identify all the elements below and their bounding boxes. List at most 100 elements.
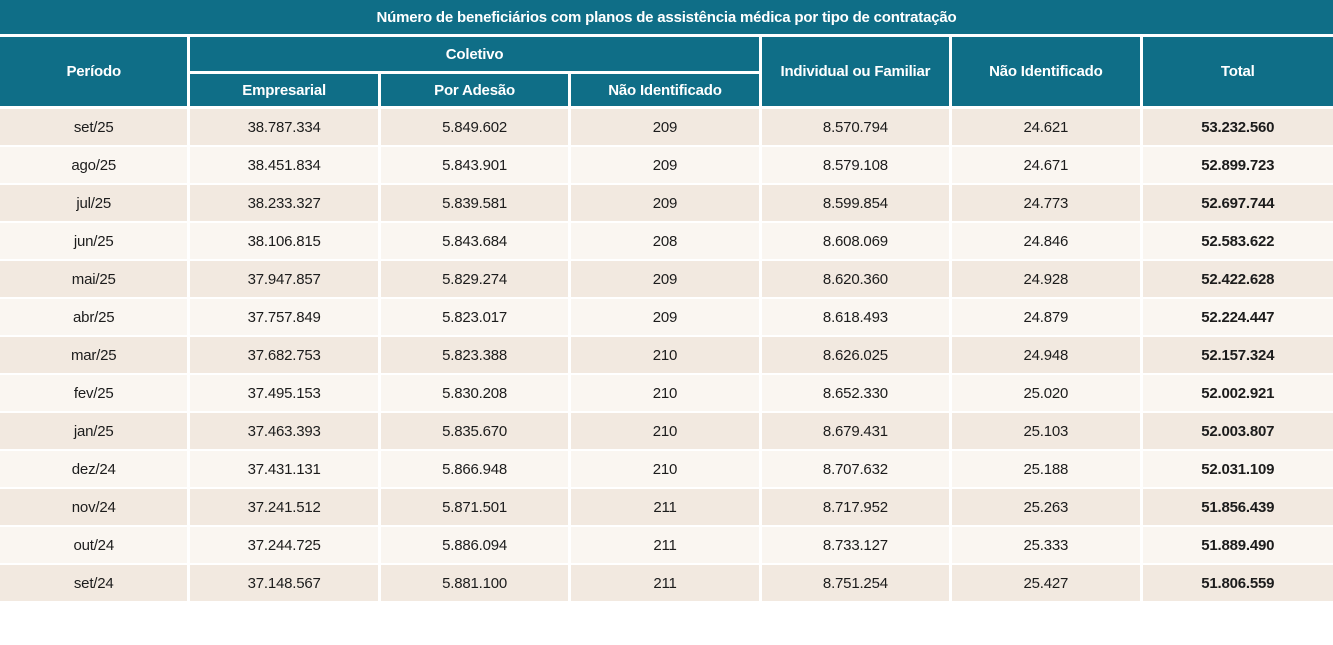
coletivo-nao-identificado-cell: 208 bbox=[571, 223, 762, 261]
nao-identificado-cell: 24.879 bbox=[952, 299, 1143, 337]
table-row: dez/24 37.431.131 5.866.948 210 8.707.63… bbox=[0, 451, 1333, 489]
header-row-sub: Empresarial Por Adesão Não Identificado bbox=[0, 74, 1333, 109]
empresarial-cell: 38.787.334 bbox=[190, 109, 381, 147]
header-individual-ou-familiar: Individual ou Familiar bbox=[761, 37, 953, 109]
por-adesao-cell: 5.843.684 bbox=[380, 223, 572, 261]
empresarial-cell: 37.682.753 bbox=[190, 337, 381, 375]
period-cell: jun/25 bbox=[0, 223, 191, 261]
total-cell: 53.232.560 bbox=[1142, 109, 1333, 147]
total-cell: 52.002.921 bbox=[1142, 375, 1333, 413]
individual-ou-familiar-cell: 8.733.127 bbox=[761, 527, 953, 565]
total-cell: 51.889.490 bbox=[1142, 527, 1333, 565]
header-total: Total bbox=[1142, 37, 1333, 109]
coletivo-nao-identificado-cell: 209 bbox=[571, 261, 762, 299]
individual-ou-familiar-cell: 8.599.854 bbox=[761, 185, 953, 223]
por-adesao-cell: 5.830.208 bbox=[380, 375, 572, 413]
table-row: set/25 38.787.334 5.849.602 209 8.570.79… bbox=[0, 109, 1333, 147]
table-row: abr/25 37.757.849 5.823.017 209 8.618.49… bbox=[0, 299, 1333, 337]
title-row: Número de beneficiários com planos de as… bbox=[0, 0, 1333, 37]
total-cell: 52.031.109 bbox=[1142, 451, 1333, 489]
coletivo-nao-identificado-cell: 210 bbox=[571, 337, 762, 375]
nao-identificado-cell: 24.621 bbox=[952, 109, 1143, 147]
nao-identificado-cell: 25.103 bbox=[952, 413, 1143, 451]
total-cell: 51.856.439 bbox=[1142, 489, 1333, 527]
table-row: fev/25 37.495.153 5.830.208 210 8.652.33… bbox=[0, 375, 1333, 413]
coletivo-nao-identificado-cell: 210 bbox=[571, 375, 762, 413]
empresarial-cell: 38.451.834 bbox=[190, 147, 381, 185]
table-title: Número de beneficiários com planos de as… bbox=[0, 0, 1333, 37]
coletivo-nao-identificado-cell: 209 bbox=[571, 185, 762, 223]
header-por-adesao: Por Adesão bbox=[380, 74, 572, 109]
coletivo-nao-identificado-cell: 209 bbox=[571, 109, 762, 147]
header-periodo: Período bbox=[0, 37, 191, 109]
individual-ou-familiar-cell: 8.717.952 bbox=[761, 489, 953, 527]
coletivo-nao-identificado-cell: 210 bbox=[571, 451, 762, 489]
period-cell: set/24 bbox=[0, 565, 191, 603]
header-nao-identificado: Não Identificado bbox=[952, 37, 1143, 109]
coletivo-nao-identificado-cell: 211 bbox=[571, 527, 762, 565]
individual-ou-familiar-cell: 8.618.493 bbox=[761, 299, 953, 337]
period-cell: abr/25 bbox=[0, 299, 191, 337]
nao-identificado-cell: 24.846 bbox=[952, 223, 1143, 261]
header-empresarial: Empresarial bbox=[190, 74, 381, 109]
individual-ou-familiar-cell: 8.652.330 bbox=[761, 375, 953, 413]
por-adesao-cell: 5.849.602 bbox=[380, 109, 572, 147]
empresarial-cell: 38.106.815 bbox=[190, 223, 381, 261]
table-row: mai/25 37.947.857 5.829.274 209 8.620.36… bbox=[0, 261, 1333, 299]
coletivo-nao-identificado-cell: 211 bbox=[571, 565, 762, 603]
por-adesao-cell: 5.839.581 bbox=[380, 185, 572, 223]
header-coletivo-nao-identificado: Não Identificado bbox=[571, 74, 762, 109]
nao-identificado-cell: 25.333 bbox=[952, 527, 1143, 565]
total-cell: 51.806.559 bbox=[1142, 565, 1333, 603]
period-cell: jul/25 bbox=[0, 185, 191, 223]
header-row-top: Período Coletivo Individual ou Familiar … bbox=[0, 37, 1333, 109]
por-adesao-cell: 5.886.094 bbox=[380, 527, 572, 565]
empresarial-cell: 38.233.327 bbox=[190, 185, 381, 223]
por-adesao-cell: 5.823.017 bbox=[380, 299, 572, 337]
table-row: ago/25 38.451.834 5.843.901 209 8.579.10… bbox=[0, 147, 1333, 185]
coletivo-nao-identificado-cell: 210 bbox=[571, 413, 762, 451]
por-adesao-cell: 5.871.501 bbox=[380, 489, 572, 527]
individual-ou-familiar-cell: 8.626.025 bbox=[761, 337, 953, 375]
total-cell: 52.583.622 bbox=[1142, 223, 1333, 261]
period-cell: nov/24 bbox=[0, 489, 191, 527]
table-row: set/24 37.148.567 5.881.100 211 8.751.25… bbox=[0, 565, 1333, 603]
individual-ou-familiar-cell: 8.707.632 bbox=[761, 451, 953, 489]
empresarial-cell: 37.431.131 bbox=[190, 451, 381, 489]
empresarial-cell: 37.241.512 bbox=[190, 489, 381, 527]
individual-ou-familiar-cell: 8.679.431 bbox=[761, 413, 953, 451]
table-row: out/24 37.244.725 5.886.094 211 8.733.12… bbox=[0, 527, 1333, 565]
period-cell: fev/25 bbox=[0, 375, 191, 413]
nao-identificado-cell: 25.263 bbox=[952, 489, 1143, 527]
empresarial-cell: 37.757.849 bbox=[190, 299, 381, 337]
empresarial-cell: 37.244.725 bbox=[190, 527, 381, 565]
table-row: jan/25 37.463.393 5.835.670 210 8.679.43… bbox=[0, 413, 1333, 451]
table-header: Número de beneficiários com planos de as… bbox=[0, 0, 1333, 109]
por-adesao-cell: 5.866.948 bbox=[380, 451, 572, 489]
coletivo-nao-identificado-cell: 209 bbox=[571, 299, 762, 337]
por-adesao-cell: 5.829.274 bbox=[380, 261, 572, 299]
table-row: jul/25 38.233.327 5.839.581 209 8.599.85… bbox=[0, 185, 1333, 223]
period-cell: mai/25 bbox=[0, 261, 191, 299]
header-coletivo: Coletivo bbox=[190, 37, 762, 74]
total-cell: 52.224.447 bbox=[1142, 299, 1333, 337]
empresarial-cell: 37.495.153 bbox=[190, 375, 381, 413]
individual-ou-familiar-cell: 8.608.069 bbox=[761, 223, 953, 261]
empresarial-cell: 37.463.393 bbox=[190, 413, 381, 451]
nao-identificado-cell: 24.671 bbox=[952, 147, 1143, 185]
individual-ou-familiar-cell: 8.751.254 bbox=[761, 565, 953, 603]
nao-identificado-cell: 25.020 bbox=[952, 375, 1143, 413]
por-adesao-cell: 5.823.388 bbox=[380, 337, 572, 375]
por-adesao-cell: 5.843.901 bbox=[380, 147, 572, 185]
period-cell: mar/25 bbox=[0, 337, 191, 375]
por-adesao-cell: 5.881.100 bbox=[380, 565, 572, 603]
beneficiaries-table: Número de beneficiários com planos de as… bbox=[0, 0, 1333, 603]
total-cell: 52.697.744 bbox=[1142, 185, 1333, 223]
nao-identificado-cell: 25.188 bbox=[952, 451, 1143, 489]
nao-identificado-cell: 24.948 bbox=[952, 337, 1143, 375]
individual-ou-familiar-cell: 8.579.108 bbox=[761, 147, 953, 185]
empresarial-cell: 37.947.857 bbox=[190, 261, 381, 299]
table-row: mar/25 37.682.753 5.823.388 210 8.626.02… bbox=[0, 337, 1333, 375]
nao-identificado-cell: 24.928 bbox=[952, 261, 1143, 299]
